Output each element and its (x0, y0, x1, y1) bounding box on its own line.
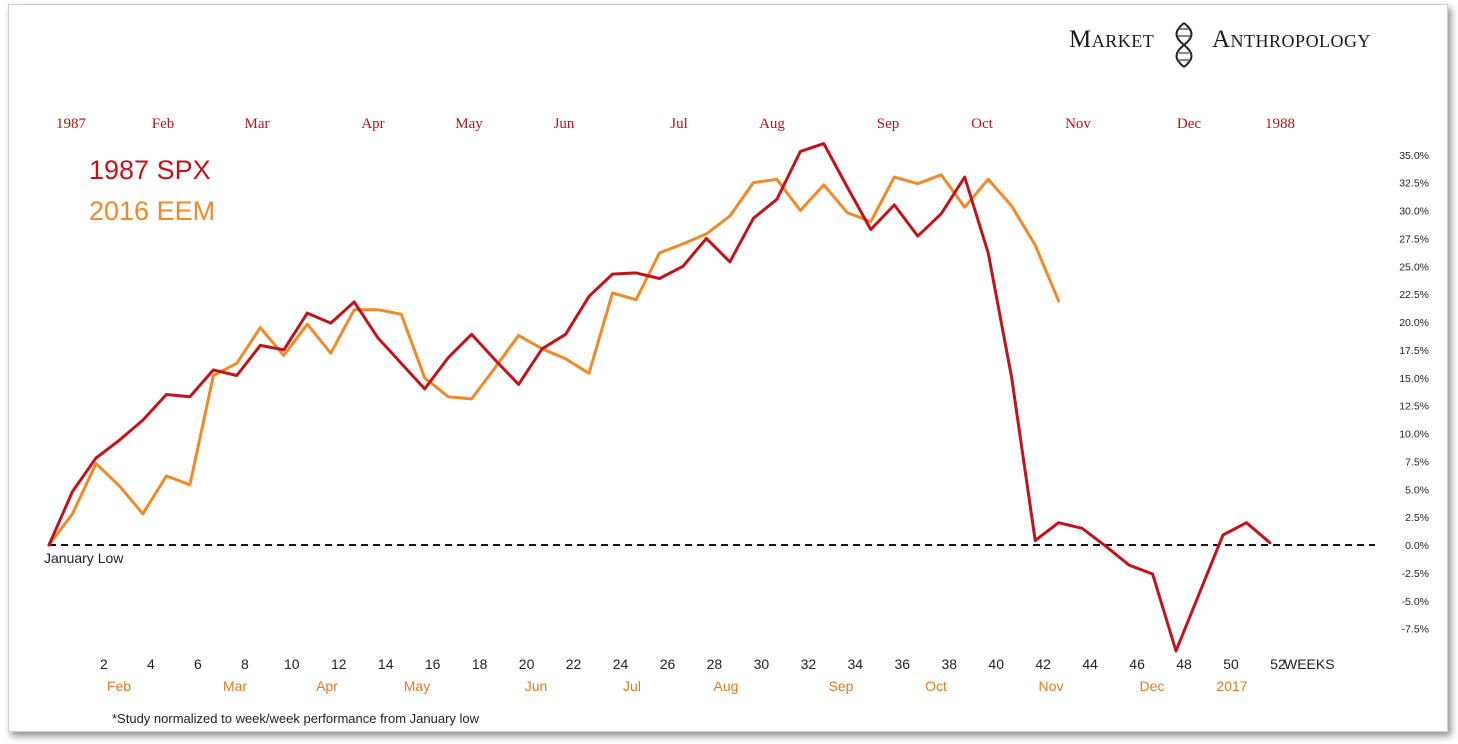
week-tick-label: 36 (894, 656, 910, 672)
week-tick-label: 52 (1270, 656, 1286, 672)
top-month-label: 1988 (1265, 116, 1295, 132)
top-month-label: 1987 (56, 116, 87, 132)
week-tick-label: 24 (613, 656, 629, 672)
week-tick-label: 20 (519, 656, 535, 672)
top-month-label: May (455, 116, 483, 132)
week-tick-label: 22 (566, 656, 582, 672)
y-tick-label: 7.5% (1405, 456, 1429, 468)
y-tick-label: 20.0% (1399, 317, 1429, 329)
chart-frame: Market Anthropology 1987 SPX 2016 EEM 19… (8, 4, 1448, 732)
brand-left-text: Market (1069, 26, 1154, 53)
week-tick-label: 18 (472, 656, 488, 672)
week-tick-label: 40 (988, 656, 1004, 672)
bottom-month-label: 2017 (1216, 678, 1247, 694)
y-tick-label: 27.5% (1399, 233, 1429, 245)
brand-right-text: Anthropology (1212, 26, 1371, 53)
bottom-month-label: Jul (623, 678, 641, 694)
x-axis-title: WEEKS (1284, 656, 1335, 672)
bottom-month-label: May (404, 678, 430, 694)
bottom-month-label: Jun (525, 678, 548, 694)
week-tick-label: 4 (147, 656, 155, 672)
bottom-month-axis: Feb Mar Apr May Jun Jul Aug Sep Oct Nov Dec 2017 (107, 678, 1248, 694)
legend-entry-eem: 2016 EEM (89, 196, 215, 226)
dna-helix-icon (1175, 22, 1193, 68)
series-line-2016-eem (47, 173, 1061, 547)
y-tick-label: 15.0% (1399, 373, 1429, 385)
week-tick-label: 16 (425, 656, 441, 672)
bottom-month-label: Mar (223, 678, 247, 694)
bottom-month-label: Oct (925, 678, 947, 694)
y-tick-label: 12.5% (1399, 401, 1429, 413)
brand-logo: Market Anthropology (1069, 22, 1371, 68)
y-tick-label: 2.5% (1405, 512, 1429, 524)
y-tick-label: 10.0% (1399, 429, 1429, 441)
week-tick-label: 44 (1082, 656, 1098, 672)
top-month-label: Jun (554, 116, 575, 132)
week-tick-label: 48 (1176, 656, 1192, 672)
week-tick-label: 30 (754, 656, 770, 672)
top-month-label: Aug (759, 116, 785, 132)
y-tick-label: 35.0% (1399, 150, 1429, 162)
top-month-label: Feb (152, 116, 175, 132)
week-tick-label: 26 (660, 656, 676, 672)
y-tick-label: -5.0% (1402, 596, 1429, 608)
bottom-month-label: Apr (316, 678, 338, 694)
week-tick-label: 46 (1129, 656, 1145, 672)
bottom-month-label: Dec (1140, 678, 1165, 694)
top-month-label: Nov (1065, 116, 1091, 132)
week-tick-label: 50 (1223, 656, 1239, 672)
week-tick-label: 10 (284, 656, 300, 672)
footnote: *Study normalized to week/week performan… (112, 711, 480, 726)
week-tick-label: 42 (1035, 656, 1051, 672)
y-tick-label: 30.0% (1399, 206, 1429, 218)
bottom-month-label: Aug (714, 678, 739, 694)
week-tick-label: 28 (707, 656, 723, 672)
bottom-month-label: Nov (1039, 678, 1064, 694)
baseline-label: January Low (44, 550, 124, 566)
y-tick-label: 0.0% (1405, 540, 1429, 552)
legend-entry-spx: 1987 SPX (89, 155, 211, 185)
y-tick-label: -7.5% (1402, 624, 1429, 636)
week-tick-label: 32 (801, 656, 817, 672)
series-line-1987-spx (47, 142, 1272, 653)
y-tick-label: 5.0% (1405, 484, 1429, 496)
top-month-label: Oct (971, 116, 993, 132)
y-tick-label: -2.5% (1402, 568, 1429, 580)
top-month-axis: 1987 Feb Mar Apr May Jun Jul Aug Sep Oct Nov Dec 198… (56, 116, 1295, 132)
bottom-month-label: Feb (107, 678, 131, 694)
y-tick-label: 17.5% (1399, 345, 1429, 357)
series-layer (47, 142, 1272, 653)
top-month-label: Apr (361, 116, 384, 132)
week-tick-label: 12 (331, 656, 347, 672)
top-month-label: Jul (670, 116, 688, 132)
bottom-month-label: Sep (829, 678, 854, 694)
week-tick-label: 14 (378, 656, 394, 672)
week-tick-label: 34 (848, 656, 864, 672)
week-tick-label: 38 (941, 656, 957, 672)
y-tick-label: 32.5% (1399, 178, 1429, 190)
y-tick-label: 25.0% (1399, 261, 1429, 273)
chart-canvas: Market Anthropology 1987 SPX 2016 EEM 19… (44, 22, 1429, 726)
top-month-label: Mar (245, 116, 270, 132)
top-month-label: Sep (877, 116, 900, 132)
week-axis: 2 4 6 8 10 12 14 16 18 20 22 24 26 28 30 32 34 36 38 40 42 44… (100, 656, 1335, 672)
week-tick-label: 8 (241, 656, 249, 672)
y-tick-label: 22.5% (1399, 289, 1429, 301)
top-month-label: Dec (1177, 116, 1201, 132)
y-axis-right: 35.0% 32.5% 30.0% 27.5% 25.0% 22.5% 20.0% 17.5%… (1399, 150, 1429, 636)
week-tick-label: 6 (194, 656, 202, 672)
week-tick-label: 2 (100, 656, 108, 672)
